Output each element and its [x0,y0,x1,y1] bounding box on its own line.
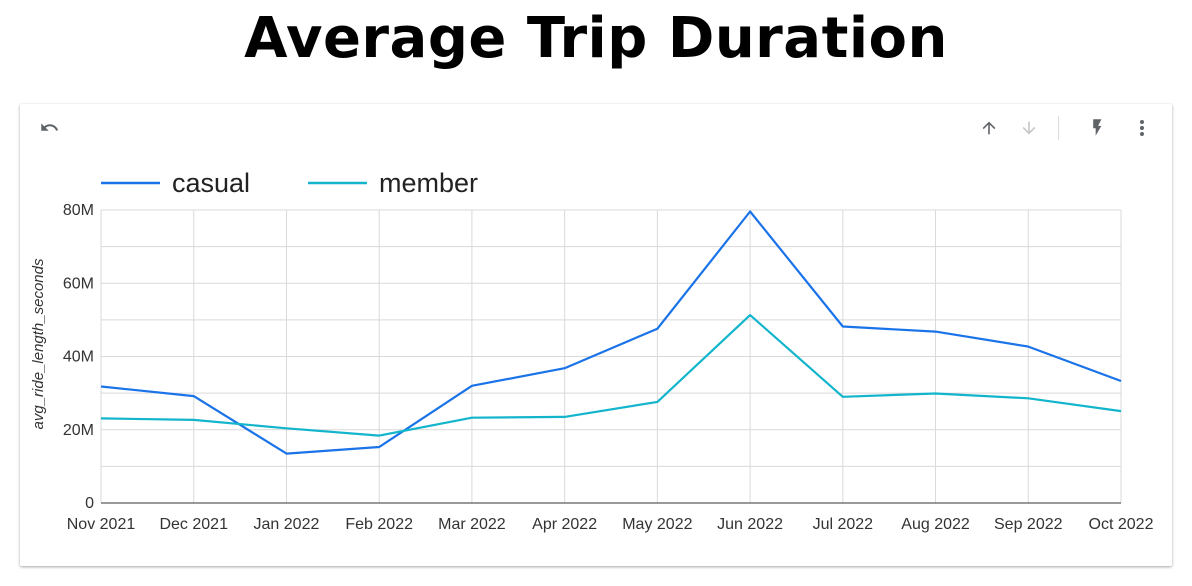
page-title: Average Trip Duration [244,6,948,71]
more-vert-icon[interactable] [1128,114,1156,142]
series-lines [100,210,1122,455]
x-tick-label: Jan 2022 [254,516,320,533]
x-tick-label: Sep 2022 [994,516,1063,533]
grid [100,209,1122,504]
y-tick-label: 40M [63,349,94,366]
y-tick-label: 80M [63,202,94,219]
legend-label-member: member [379,168,478,198]
x-tick-label: Oct 2022 [1089,516,1154,533]
arrow-up-icon[interactable] [975,114,1003,142]
y-tick-label: 0 [85,495,94,512]
x-tick-label: Jul 2022 [813,516,874,533]
x-tick-label: Nov 2021 [67,516,136,533]
legend-label-casual: casual [172,168,250,198]
x-tick-label: Mar 2022 [438,516,506,533]
x-tick-label: Jun 2022 [717,516,783,533]
arrow-down-icon[interactable] [1015,114,1043,142]
undo-icon[interactable] [36,114,64,142]
series-line-member [100,314,1122,437]
line-chart: casual member 0 20M 40M 60M 80M Nov 2021 Dec 2… [30,168,1154,533]
y-tick-label: 60M [63,275,94,292]
x-tick-label: Feb 2022 [345,516,413,533]
legend: casual member [101,168,478,198]
x-tick-label: May 2022 [622,516,692,533]
x-tick-label: Aug 2022 [901,516,970,533]
y-tick-label: 20M [63,422,94,439]
x-axis-ticks: Nov 2021 Dec 2021 Jan 2022 Feb 2022 Mar 2022… [67,516,1154,533]
y-axis-label: avg_ride_length_seconds [30,258,47,429]
toolbar-divider [1058,116,1059,140]
x-tick-label: Dec 2021 [159,516,228,533]
chart-card: casual member 0 20M 40M 60M 80M Nov 2021 Dec 2… [20,104,1172,566]
y-axis-ticks: 0 20M 40M 60M 80M [63,202,94,512]
series-line-casual [100,210,1122,455]
bolt-icon[interactable] [1083,114,1111,142]
x-tick-label: Apr 2022 [532,516,597,533]
